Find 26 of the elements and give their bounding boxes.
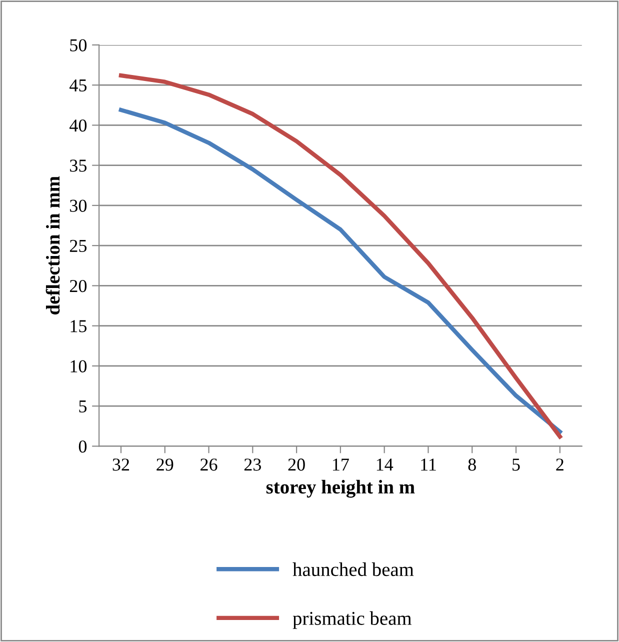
x-tick-label: 5 — [512, 458, 520, 471]
x-tick-label: 32 — [112, 458, 130, 471]
x-tick-label: 17 — [333, 458, 349, 471]
x-tick-label: 14 — [376, 458, 394, 471]
y-axis-title: deflection in mm — [46, 176, 60, 314]
y-tick-label: 25 — [70, 240, 87, 252]
x-tick-label: 20 — [288, 458, 305, 471]
y-tick-label: 15 — [70, 320, 87, 332]
y-tick-label: 40 — [70, 119, 87, 132]
y-tick-label: 50 — [70, 39, 87, 52]
x-tick-label: 29 — [156, 458, 174, 471]
y-tick-label: 30 — [70, 200, 87, 212]
legend-label: haunched beam — [292, 562, 414, 576]
y-tick-label: 35 — [70, 160, 87, 172]
y-tick-label: 45 — [70, 79, 87, 92]
y-tick-label: 0 — [78, 440, 87, 453]
y-tick-label: 10 — [70, 360, 87, 372]
x-tick-label: 8 — [468, 458, 476, 471]
x-tick-label: 2 — [556, 458, 564, 471]
x-tick-label: 23 — [244, 458, 261, 471]
x-tick-label: 26 — [200, 458, 218, 471]
x-axis-title: storey height in m — [266, 480, 415, 498]
y-tick-label: 20 — [70, 280, 87, 292]
y-tick-label: 5 — [79, 400, 87, 413]
legend-label: prismatic beam — [292, 611, 412, 629]
x-tick-label: 11 — [421, 458, 436, 471]
